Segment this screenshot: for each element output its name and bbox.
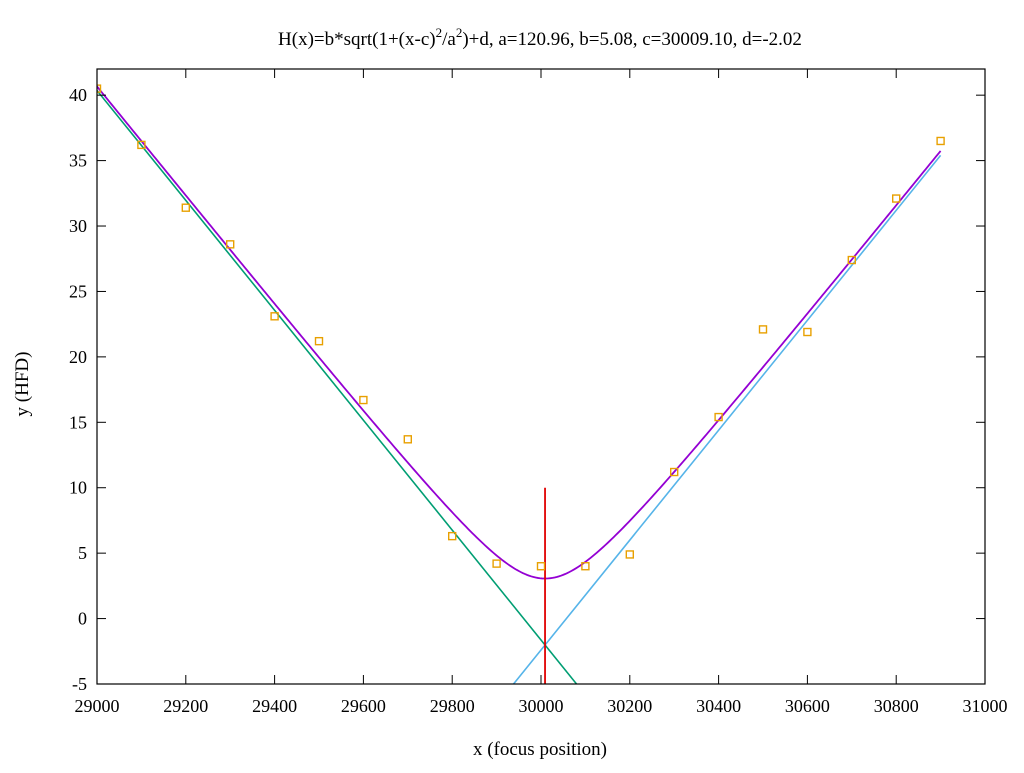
x-axis-title: x (focus position): [473, 739, 607, 760]
data-point: [803, 327, 812, 337]
x-tick-label: 30800: [874, 696, 919, 716]
x-tick-label: 29000: [75, 696, 120, 716]
y-tick-label: 40: [69, 85, 87, 105]
title-sup-2: 2: [456, 25, 463, 40]
data-point: [581, 562, 590, 571]
y-axis: -5 0 5 10 15 20 25 30 35 40: [69, 85, 985, 694]
y-tick-label: 30: [69, 216, 87, 236]
x-tick-label: 29800: [430, 696, 475, 716]
right-asymptote-line: [512, 154, 942, 684]
data-point: [670, 467, 679, 477]
y-axis-title: y (HFD): [12, 352, 33, 417]
chart-title: H(x)=b*sqrt(1+(x-c)2/a2)+d, a=120.96, b=…: [278, 25, 802, 50]
y-tick-label: 0: [78, 609, 87, 629]
curves-group: [97, 84, 945, 684]
y-tick-label: 5: [78, 543, 87, 563]
x-tick-label: 30200: [607, 696, 652, 716]
data-point: [714, 412, 723, 422]
data-point: [225, 240, 235, 249]
data-point: [314, 336, 324, 346]
title-sup-1: 2: [436, 25, 443, 40]
data-point: [359, 395, 368, 405]
data-point: [892, 194, 901, 203]
plot-area: [96, 68, 986, 685]
x-tick-label: 30000: [519, 696, 564, 716]
x-tick-label: 31000: [963, 696, 1008, 716]
data-point: [97, 84, 102, 93]
y-tick-label: 25: [69, 281, 87, 301]
data-point: [536, 562, 546, 571]
title-prefix: H(x)=b*sqrt(1+(x-c): [278, 29, 436, 50]
y-tick-label: 20: [69, 347, 87, 367]
y-tick-label: 15: [69, 412, 87, 432]
title-suffix: )+d, a=120.96, b=5.08, c=30009.10, d=-2.…: [462, 29, 802, 50]
y-tick-label: -5: [72, 674, 87, 694]
title-middle: /a: [442, 29, 456, 50]
data-point: [181, 203, 191, 212]
data-point: [448, 531, 457, 541]
data-point: [403, 435, 412, 444]
y-tick-label: 35: [69, 151, 87, 171]
data-point: [137, 140, 146, 150]
y-tick-label: 10: [69, 478, 87, 498]
plot-frame: [96, 68, 986, 685]
x-tick-label: 30400: [696, 696, 741, 716]
x-tick-label: 29400: [252, 696, 297, 716]
data-point: [936, 136, 945, 146]
x-tick-label: 30600: [785, 696, 830, 716]
data-point: [270, 312, 279, 321]
x-tick-label: 29600: [341, 696, 386, 716]
left-asymptote-line: [97, 89, 578, 684]
data-point: [625, 550, 634, 559]
data-point: [758, 325, 768, 334]
data-point: [847, 255, 856, 265]
data-point: [492, 559, 501, 568]
x-tick-label: 29200: [163, 696, 208, 716]
fit-curve-line: [97, 85, 942, 580]
x-axis: 29000 29200 29400 29600 29800 30000 30200 30400…: [75, 69, 1008, 716]
